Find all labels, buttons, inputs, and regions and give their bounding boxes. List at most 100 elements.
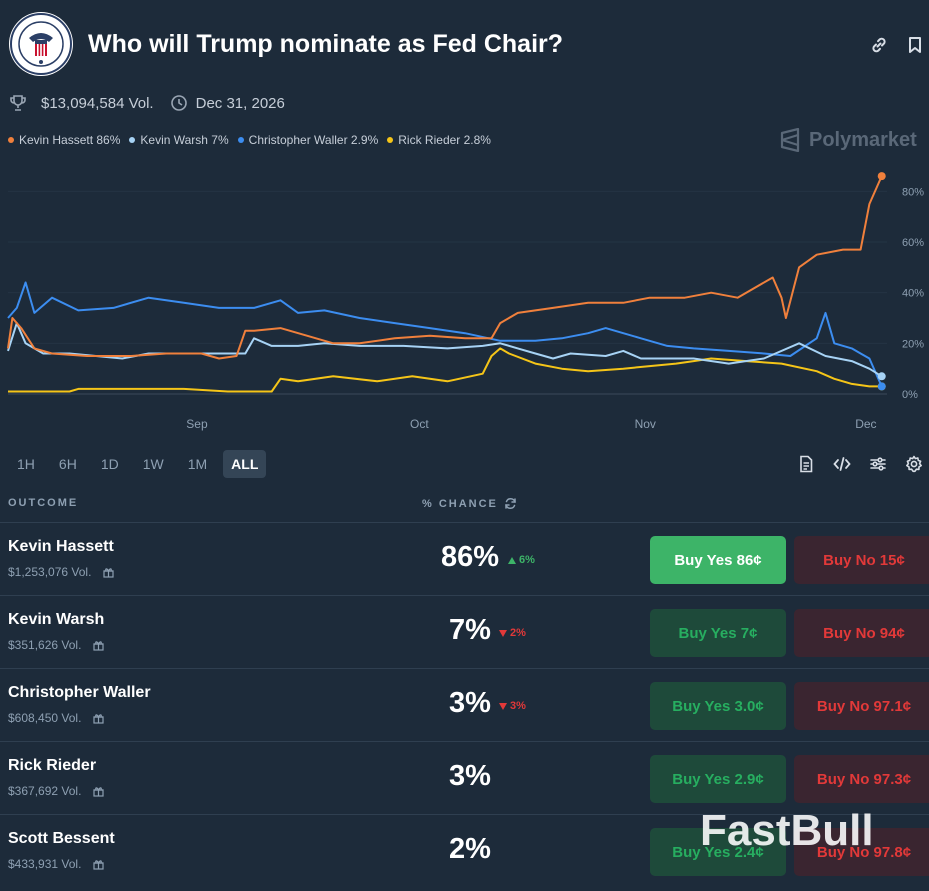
clock-icon — [170, 94, 188, 112]
range-button-6h[interactable]: 6H — [58, 456, 77, 472]
refresh-icon[interactable] — [504, 497, 517, 510]
legend-item: Kevin Warsh 7% — [129, 133, 229, 147]
gear-icon[interactable] — [905, 455, 923, 473]
outcome-volume-value: $367,692 Vol. — [8, 784, 82, 798]
gift-icon[interactable] — [97, 567, 115, 578]
series-line-kevin-hassett — [7, 175, 883, 360]
legend-dot — [237, 137, 244, 143]
legend-label: Rick Rieder 2.8% — [398, 133, 491, 147]
x-tick-label: Sep — [186, 417, 208, 431]
outcome-volume-value: $608,450 Vol. — [8, 711, 82, 725]
buy-no-button[interactable]: Buy No 97.1¢ — [794, 682, 929, 730]
table-row[interactable]: Rick Rieder $367,692 Vol. 3% Buy Yes 2.9¢ Bu… — [0, 742, 929, 815]
x-tick-label: Nov — [635, 417, 656, 431]
gift-icon[interactable] — [87, 859, 105, 870]
outcome-volume: $433,931 Vol. — [8, 857, 105, 871]
time-range-selector: 1H 6H 1D 1W 1M ALL — [9, 450, 274, 478]
table-row[interactable]: Kevin Warsh $351,626 Vol. 7% 2% Buy Yes 7¢ Bu… — [0, 596, 929, 669]
bookmark-icon[interactable] — [905, 35, 925, 55]
y-tick-label: 0% — [902, 389, 918, 401]
x-tick-label: Dec — [855, 417, 876, 431]
buy-no-button[interactable]: Buy No 15¢ — [794, 536, 929, 584]
table-divider — [0, 522, 929, 523]
outcome-volume-value: $433,931 Vol. — [8, 857, 82, 871]
table-divider — [0, 668, 929, 669]
chart-legend: Kevin Hassett 86% Kevin Warsh 7% Christo… — [8, 133, 500, 147]
market-header: Who will Trump nominate as Fed Chair? — [0, 0, 929, 90]
legend-label: Kevin Hassett 86% — [19, 133, 121, 147]
market-title: Who will Trump nominate as Fed Chair? — [88, 30, 564, 58]
change-indicator: 6% — [508, 554, 535, 566]
series-endpoint — [877, 372, 886, 381]
y-tick-label: 20% — [902, 338, 924, 350]
range-button-1d[interactable]: 1D — [100, 456, 119, 472]
range-button-1w[interactable]: 1W — [142, 456, 164, 472]
settings-sliders-icon[interactable] — [869, 455, 887, 473]
series-line-kevin-warsh — [7, 322, 883, 378]
outcome-chance: 2% — [449, 833, 491, 865]
table-row[interactable]: Scott Bessent $433,931 Vol. 2% Buy Yes 2.4¢… — [0, 815, 929, 888]
delta-down-icon — [499, 629, 507, 637]
delta-down-icon — [499, 702, 507, 710]
change-indicator: 2% — [499, 627, 526, 639]
buy-yes-button[interactable]: Buy Yes 2.4¢ — [650, 828, 786, 876]
market-meta: $13,094,584 Vol. Dec 31, 2026 — [9, 93, 285, 113]
link-icon[interactable] — [869, 35, 889, 55]
outcome-name[interactable]: Scott Bessent — [8, 830, 115, 847]
y-axis-ticks: 80% 60% 40% 20% 0% — [902, 186, 924, 401]
y-tick-label: 80% — [902, 186, 924, 198]
legend-label: Kevin Warsh 7% — [140, 133, 229, 147]
legend-dot — [8, 137, 14, 143]
gift-icon[interactable] — [87, 640, 105, 651]
polymarket-logo-icon — [780, 128, 800, 152]
range-button-all[interactable]: ALL — [223, 450, 267, 478]
outcome-chance: 3% — [449, 687, 491, 719]
chance-header-label: % CHANCE — [422, 497, 498, 510]
end-date: Dec 31, 2026 — [195, 94, 285, 112]
buy-yes-button[interactable]: Buy Yes 2.9¢ — [650, 755, 786, 803]
fastbull-watermark: FastBull — [700, 806, 874, 855]
outcome-volume: $367,692 Vol. — [8, 784, 105, 798]
series-endpoint — [877, 382, 886, 391]
buy-yes-button[interactable]: Buy Yes 7¢ — [650, 609, 786, 657]
outcome-volume-value: $351,626 Vol. — [8, 638, 82, 652]
outcome-name[interactable]: Christopher Waller — [8, 684, 151, 701]
range-button-1m[interactable]: 1M — [187, 456, 208, 472]
range-button-1h[interactable]: 1H — [17, 456, 35, 472]
change-indicator: 3% — [499, 700, 526, 712]
y-tick-label: 40% — [902, 288, 924, 300]
buy-no-button[interactable]: Buy No 97.3¢ — [794, 755, 929, 803]
outcome-chance: 3% — [449, 760, 491, 792]
delta-up-icon — [508, 556, 516, 564]
gift-icon[interactable] — [87, 713, 105, 724]
chart-series — [7, 172, 886, 393]
buy-no-button[interactable]: Buy No 94¢ — [794, 609, 929, 657]
legend-dot — [129, 137, 136, 143]
change-value: 6% — [519, 554, 535, 566]
buy-yes-button[interactable]: Buy Yes 3.0¢ — [650, 682, 786, 730]
total-volume: $13,094,584 Vol. — [41, 94, 154, 112]
outcome-name[interactable]: Rick Rieder — [8, 757, 97, 774]
change-value: 3% — [510, 700, 526, 712]
probability-chart: 80% 60% 40% 20% 0% Sep Oct Nov Dec — [7, 172, 924, 431]
outcome-name[interactable]: Kevin Hassett — [8, 538, 114, 555]
legend-label: Christopher Waller 2.9% — [248, 133, 379, 147]
table-row[interactable]: Christopher Waller $608,450 Vol. 3% 3% Buy Y… — [0, 669, 929, 742]
outcome-chance: 7% — [449, 614, 491, 646]
chart-gridlines — [8, 190, 887, 395]
y-tick-label: 60% — [902, 237, 924, 249]
buy-yes-button[interactable]: Buy Yes 86¢ — [650, 536, 786, 584]
embed-code-icon[interactable] — [833, 455, 851, 473]
legend-dot — [387, 137, 394, 143]
document-icon[interactable] — [797, 455, 815, 473]
polymarket-brand: Polymarket — [779, 128, 917, 152]
outcome-volume: $1,253,076 Vol. — [8, 565, 115, 579]
table-row[interactable]: Kevin Hassett $1,253,076 Vol. 86% 6% Buy Yes… — [0, 523, 929, 596]
trophy-icon — [9, 94, 27, 112]
outcome-chance: 86% — [440, 541, 500, 573]
gift-icon[interactable] — [87, 786, 105, 797]
outcome-volume: $608,450 Vol. — [8, 711, 105, 725]
series-line-rick-rieder — [8, 347, 882, 393]
outcome-name[interactable]: Kevin Warsh — [8, 611, 105, 628]
buy-no-button[interactable]: Buy No 97.8¢ — [794, 828, 929, 876]
